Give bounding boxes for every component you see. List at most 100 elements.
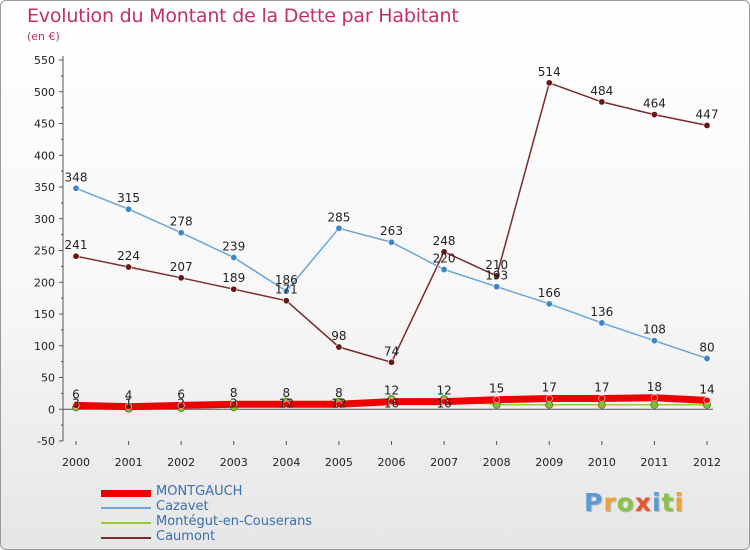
data-label: 239 — [222, 239, 245, 253]
y-tick-label: 0 — [48, 403, 55, 416]
data-label: 464 — [643, 97, 666, 111]
data-label: 6 — [72, 387, 80, 401]
x-tick-label: 2011 — [640, 456, 668, 469]
data-point — [650, 394, 658, 402]
data-point — [230, 253, 238, 261]
data-label: 12 — [384, 384, 399, 398]
data-label: 12 — [436, 384, 451, 398]
x-tick-label: 2004 — [272, 456, 300, 469]
logo-letter: P — [584, 488, 604, 517]
y-tick-label: 300 — [34, 213, 55, 226]
logo-letter: i — [674, 488, 685, 517]
data-point — [177, 274, 185, 282]
legend-item: Caumont — [101, 529, 401, 545]
data-point — [545, 300, 553, 308]
data-label: 4 — [125, 389, 133, 403]
x-tick-label: 2005 — [325, 456, 353, 469]
data-label: 3 — [230, 396, 238, 410]
data-label: 348 — [65, 170, 88, 184]
data-point — [493, 283, 501, 291]
data-point — [177, 229, 185, 237]
data-label: 193 — [485, 269, 508, 283]
data-point — [493, 272, 501, 280]
legend-label: Cazavet — [156, 499, 209, 514]
data-label: 484 — [590, 84, 613, 98]
legend-item: Montégut-en-Couserans — [101, 514, 401, 530]
data-point — [440, 398, 448, 406]
data-point — [598, 394, 606, 402]
data-point — [703, 396, 711, 404]
x-tick-label: 2008 — [483, 456, 511, 469]
data-point — [125, 205, 133, 213]
data-point — [335, 224, 343, 232]
legend-swatch — [101, 489, 151, 497]
x-tick-label: 2003 — [220, 456, 248, 469]
data-label: 207 — [170, 260, 193, 274]
data-point — [125, 263, 133, 271]
x-tick-label: 2007 — [430, 456, 458, 469]
data-point — [387, 238, 395, 246]
x-tick-label: 2006 — [378, 456, 406, 469]
data-point — [282, 400, 290, 408]
data-point — [125, 403, 133, 411]
legend-swatch — [101, 537, 151, 539]
logo-letter: t — [661, 488, 675, 517]
data-point — [650, 111, 658, 119]
x-tick-label: 2010 — [588, 456, 616, 469]
data-label: 166 — [538, 286, 561, 300]
data-label: 263 — [380, 224, 403, 238]
data-point — [72, 401, 80, 409]
logo-letter: r — [603, 488, 617, 517]
y-tick-label: 400 — [34, 149, 55, 162]
data-label: 12 — [279, 396, 294, 410]
data-point — [440, 266, 448, 274]
data-label: 3 — [72, 396, 80, 410]
y-tick-label: 500 — [34, 86, 55, 99]
data-label: 447 — [696, 107, 719, 121]
data-label: 2 — [177, 396, 185, 410]
data-label: 248 — [433, 234, 456, 248]
data-point — [493, 396, 501, 404]
legend-label: Montégut-en-Couserans — [156, 514, 313, 529]
data-label: 224 — [117, 249, 140, 263]
data-label: 17 — [594, 380, 609, 394]
data-label: 210 — [485, 258, 508, 272]
data-point — [387, 398, 395, 406]
chart-title: Evolution du Montant de la Dette par Hab… — [27, 5, 459, 27]
y-tick-label: -50 — [37, 435, 55, 448]
data-point — [703, 354, 711, 362]
data-label: 108 — [643, 323, 666, 337]
y-tick-label: 200 — [34, 276, 55, 289]
data-label: 98 — [331, 329, 346, 343]
data-point — [335, 400, 343, 408]
x-tick-label: 2009 — [535, 456, 563, 469]
chart-subtitle: (en €) — [27, 30, 60, 43]
logo-letter: x — [634, 488, 652, 517]
legend-label: MONTGAUCH — [156, 484, 243, 499]
data-label: 189 — [222, 271, 245, 285]
data-label: 74 — [384, 344, 399, 358]
data-label: 8 — [335, 386, 343, 400]
data-label: 80 — [699, 340, 714, 354]
data-point — [230, 400, 238, 408]
data-label: 14 — [699, 382, 714, 396]
data-point — [440, 248, 448, 256]
data-label: 1 — [125, 396, 133, 410]
data-label: 514 — [538, 65, 561, 79]
x-tick-label: 2012 — [693, 456, 721, 469]
proxiti-logo: Proxiti — [584, 488, 684, 517]
data-point — [545, 394, 553, 402]
y-tick-label: 450 — [34, 118, 55, 131]
data-point — [650, 400, 659, 409]
data-point — [598, 98, 606, 106]
y-tick-label: 350 — [34, 181, 55, 194]
data-label: 8 — [230, 386, 238, 400]
data-point — [703, 121, 711, 129]
data-point — [177, 401, 185, 409]
data-label: 12 — [331, 396, 346, 410]
y-tick-label: 50 — [41, 372, 55, 385]
data-label: 241 — [65, 238, 88, 252]
data-point — [545, 79, 553, 87]
data-label: 285 — [327, 210, 350, 224]
